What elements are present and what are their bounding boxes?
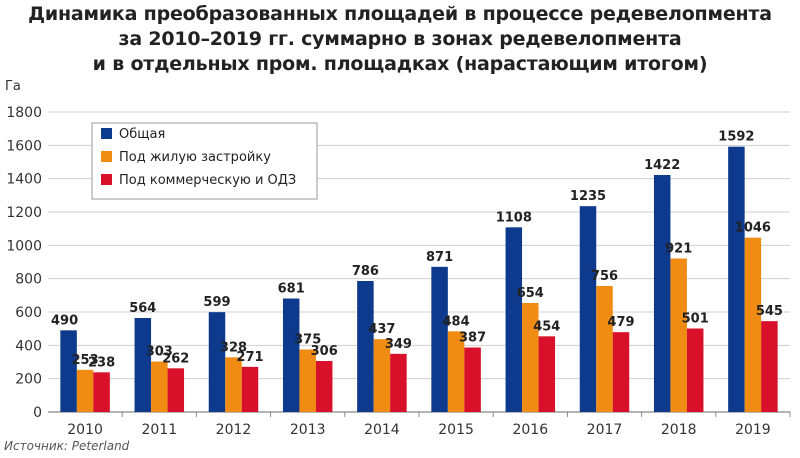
data-label-total: 599 bbox=[203, 295, 230, 310]
data-label-commercial: 238 bbox=[88, 355, 115, 370]
x-tick-label: 2017 bbox=[587, 422, 623, 438]
bar-total bbox=[60, 330, 77, 412]
y-tick-label: 1000 bbox=[6, 238, 42, 254]
data-label-residential: 253 bbox=[72, 353, 99, 368]
bar-commercial bbox=[93, 372, 110, 412]
x-tick-label: 2013 bbox=[290, 422, 326, 438]
bar-total bbox=[579, 206, 597, 412]
data-label-commercial: 306 bbox=[311, 344, 338, 359]
data-label-residential: 654 bbox=[517, 286, 544, 301]
data-label-residential: 1046 bbox=[735, 221, 771, 236]
legend-label-residential: Под жилую застройку bbox=[119, 150, 271, 165]
bar-total bbox=[653, 175, 671, 412]
bar-commercial bbox=[390, 353, 407, 412]
y-tick-label: 1600 bbox=[6, 138, 42, 154]
data-label-total: 490 bbox=[51, 313, 78, 328]
bar-commercial bbox=[612, 332, 630, 412]
legend-label-commercial: Под коммерческую и ОДЗ bbox=[119, 173, 296, 188]
data-label-total: 564 bbox=[129, 301, 156, 316]
x-tick-label: 2019 bbox=[735, 422, 771, 438]
x-tick-label: 2011 bbox=[141, 422, 177, 438]
data-label-total: 681 bbox=[278, 282, 305, 297]
bar-commercial bbox=[464, 347, 481, 412]
chart-title-line-1: Динамика преобразованных площадей в проц… bbox=[28, 3, 772, 25]
y-axis-label: Га bbox=[5, 79, 21, 94]
data-label-commercial: 387 bbox=[459, 331, 486, 346]
data-label-total: 1592 bbox=[718, 130, 754, 145]
data-label-residential: 303 bbox=[146, 345, 173, 360]
x-tick-label: 2014 bbox=[364, 422, 400, 438]
bar-commercial bbox=[761, 321, 778, 412]
bar-commercial bbox=[686, 328, 704, 412]
bar-commercial bbox=[538, 336, 556, 412]
bar-residential bbox=[76, 369, 94, 412]
data-label-total: 871 bbox=[426, 250, 453, 265]
data-label-commercial: 262 bbox=[162, 351, 189, 366]
bar-residential bbox=[447, 331, 465, 412]
data-label-total: 1422 bbox=[644, 158, 680, 173]
data-label-commercial: 501 bbox=[682, 312, 709, 327]
legend-label-total: Общая bbox=[119, 127, 165, 142]
data-label-residential: 375 bbox=[294, 333, 321, 348]
bar-residential bbox=[151, 361, 168, 412]
bar-commercial bbox=[167, 368, 185, 412]
chart-title: Динамика преобразованных площадей в проц… bbox=[0, 2, 800, 77]
data-label-total: 1108 bbox=[496, 210, 532, 225]
legend-box bbox=[91, 122, 318, 200]
bar-total bbox=[728, 146, 745, 412]
data-label-commercial: 545 bbox=[756, 304, 783, 319]
y-tick-label: 200 bbox=[15, 372, 42, 388]
bar-residential bbox=[373, 339, 391, 412]
data-label-residential: 328 bbox=[220, 340, 247, 355]
legend-swatch-commercial bbox=[101, 174, 112, 185]
bar-total bbox=[431, 266, 448, 412]
x-tick-label: 2016 bbox=[512, 422, 548, 438]
chart-title-line-3: и в отдельных пром. площадках (нарастающ… bbox=[92, 53, 708, 75]
x-tick-label: 2010 bbox=[67, 422, 103, 438]
bar-commercial bbox=[241, 366, 259, 412]
x-tick-label: 2015 bbox=[438, 422, 474, 438]
source-note: Источник: Peterland bbox=[4, 439, 130, 453]
bar-total bbox=[282, 298, 300, 412]
bar-residential bbox=[225, 357, 242, 412]
bar-residential bbox=[670, 258, 687, 412]
data-label-commercial: 349 bbox=[385, 337, 412, 352]
data-label-commercial: 271 bbox=[236, 350, 263, 365]
y-tick-label: 400 bbox=[15, 338, 42, 354]
y-tick-label: 600 bbox=[15, 305, 42, 321]
data-label-residential: 921 bbox=[665, 242, 692, 257]
bar-residential bbox=[744, 237, 762, 412]
y-tick-label: 0 bbox=[33, 405, 42, 421]
data-label-commercial: 454 bbox=[533, 319, 560, 334]
data-label-residential: 756 bbox=[591, 269, 618, 284]
bar-total bbox=[208, 312, 226, 412]
y-tick-label: 1800 bbox=[6, 105, 42, 121]
y-tick-label: 1400 bbox=[6, 172, 42, 188]
data-label-residential: 437 bbox=[368, 322, 395, 337]
y-tick-label: 1200 bbox=[6, 205, 42, 221]
bar-residential bbox=[522, 303, 539, 412]
bar-total bbox=[134, 318, 152, 412]
data-label-residential: 484 bbox=[443, 314, 470, 329]
data-label-total: 786 bbox=[352, 264, 379, 279]
bar-total bbox=[357, 281, 374, 412]
legend-swatch-residential bbox=[101, 151, 112, 162]
bar-residential bbox=[596, 286, 613, 412]
y-tick-label: 800 bbox=[15, 272, 42, 288]
bar-residential bbox=[299, 349, 316, 412]
legend-swatch-total bbox=[101, 128, 112, 139]
bar-total bbox=[505, 227, 523, 412]
data-label-total: 1235 bbox=[570, 189, 606, 204]
x-tick-label: 2012 bbox=[216, 422, 252, 438]
bar-commercial bbox=[315, 361, 333, 412]
x-tick-label: 2018 bbox=[661, 422, 697, 438]
data-label-commercial: 479 bbox=[607, 315, 634, 330]
chart-title-line-2: за 2010–2019 гг. суммарно в зонах редеве… bbox=[118, 28, 682, 50]
